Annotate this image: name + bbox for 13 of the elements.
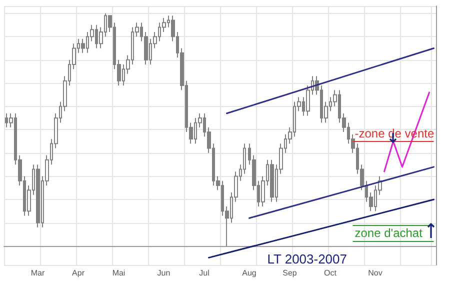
x-tick-label: Nov <box>368 268 382 278</box>
x-tick-label: Sep <box>282 268 298 278</box>
x-tick-label: Apr <box>72 268 85 278</box>
text: LT 2003-2007 <box>267 252 348 267</box>
x-tick-label: Aug <box>242 268 256 278</box>
x-tick-label: Jul <box>199 268 210 278</box>
ref-line-label: zone d'achat <box>354 226 424 240</box>
candlestick <box>36 164 40 228</box>
x-tick-label: Oct <box>324 268 338 278</box>
x-tick-label: Mar <box>30 268 45 278</box>
candlestick <box>270 159 274 202</box>
x-tick-label: Mai <box>112 268 126 278</box>
x-tick-label: Jun <box>157 268 170 278</box>
